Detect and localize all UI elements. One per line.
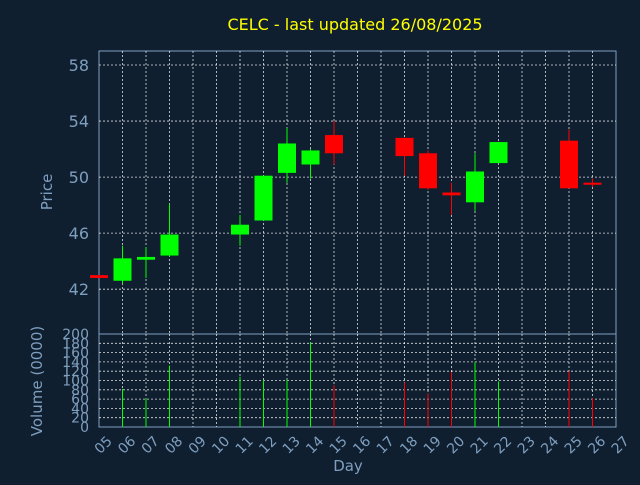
- volume-axis-label: Volume (0000): [28, 326, 46, 436]
- price-tick-label: 42: [69, 280, 89, 299]
- candle-body: [90, 275, 108, 278]
- candle-body: [419, 153, 437, 189]
- price-tick-label: 50: [69, 168, 89, 187]
- price-tick-label: 46: [69, 224, 89, 243]
- volume-tick-label: 120: [62, 364, 89, 380]
- candle-body: [160, 234, 179, 256]
- price-tick-label: 54: [69, 112, 89, 131]
- volume-tick-label: 180: [62, 336, 89, 352]
- candle-body: [489, 142, 508, 164]
- volume-tick-label: 20: [71, 411, 89, 427]
- volume-tick-label: 80: [71, 383, 89, 399]
- candle-body: [466, 171, 484, 203]
- price-tick-label: 58: [69, 56, 89, 75]
- x-axis-label: Day: [333, 457, 363, 475]
- x-tick-labels: 05 06 07 08 09 10 11 12 13 14 15 16 17 18 19 20 21 22 23 24…: [92, 433, 633, 457]
- volume-tick-label: 60: [71, 392, 89, 408]
- chart-title: CELC - last updated 26/08/2025: [227, 15, 482, 34]
- price-panel: 42 46 50 54 58 Price: [38, 50, 617, 335]
- candle-body: [254, 175, 273, 221]
- volume-bars: [122, 342, 593, 427]
- candle-body: [137, 256, 155, 260]
- candle-body: [583, 182, 602, 185]
- volume-tick-label: 160: [62, 346, 89, 362]
- volume-tick-label: 0: [80, 420, 89, 436]
- price-gridlines: [99, 51, 616, 334]
- candle-body: [231, 224, 249, 235]
- price-axis-label: Price: [38, 174, 56, 211]
- candle-body: [325, 135, 343, 154]
- candle-body: [560, 140, 578, 189]
- candle-body: [301, 150, 320, 165]
- candle-body: [395, 137, 414, 157]
- volume-tick-label: 140: [62, 355, 89, 371]
- candle-body: [113, 258, 132, 281]
- price-tick-labels: 42 46 50 54 58: [69, 56, 89, 299]
- candles: [90, 121, 602, 284]
- volume-tick-label: 100: [62, 374, 89, 390]
- volume-tick-label: 40: [71, 401, 89, 417]
- volume-tick-label: 200: [62, 327, 89, 343]
- candle-body: [278, 143, 296, 173]
- candle-body: [442, 192, 461, 196]
